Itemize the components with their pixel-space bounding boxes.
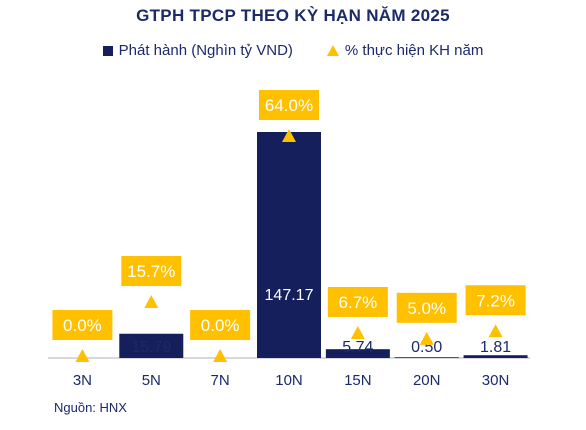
percent-label-box-5N <box>121 256 182 287</box>
bar-15N <box>325 349 390 358</box>
percent-marker-7N <box>213 349 228 362</box>
bar-5N <box>119 333 184 358</box>
percent-marker-3N <box>75 349 90 362</box>
percent-label-box-3N <box>52 310 113 340</box>
legend-item-percent: % thực hiện KH năm <box>326 42 484 59</box>
bar-value-label-20N: 0.50 <box>411 339 442 356</box>
bar-30N <box>463 355 528 358</box>
chart-legend: Phát hành (Nghìn tỷ VND) % thực hiện KH … <box>0 42 586 59</box>
x-tick-label-30N: 30N <box>482 372 510 389</box>
percent-label-30N: 7.2% <box>476 291 515 310</box>
percent-label-5N: 15.7% <box>127 262 175 281</box>
percent-label-box-15N <box>327 286 388 317</box>
bar-value-label-30N: 1.81 <box>480 339 511 356</box>
x-tick-label-5N: 5N <box>142 372 161 389</box>
legend-label-issuance: Phát hành (Nghìn tỷ VND) <box>118 42 293 59</box>
x-tick-label-20N: 20N <box>413 372 441 389</box>
source-note: Nguồn: HNX <box>54 400 127 415</box>
bar-20N <box>394 357 459 358</box>
percent-label-box-7N <box>190 310 251 340</box>
percent-marker-15N <box>350 325 365 339</box>
percent-marker-5N <box>144 295 159 309</box>
legend-item-issuance: Phát hành (Nghìn tỷ VND) <box>102 42 293 59</box>
x-tick-label-3N: 3N <box>73 372 92 389</box>
bar-value-label-10N: 147.17 <box>265 287 314 304</box>
percent-label-box-30N <box>465 285 526 316</box>
x-tick-label-7N: 7N <box>211 372 230 389</box>
percent-label-box-10N <box>259 90 319 120</box>
percent-label-box-20N <box>396 292 457 323</box>
x-tick-label-15N: 15N <box>344 372 372 389</box>
legend-label-percent: % thực hiện KH năm <box>344 42 484 59</box>
percent-label-20N: 5.0% <box>407 299 446 318</box>
bar-value-label-5N: 15.79 <box>131 339 171 356</box>
x-tick-label-10N: 10N <box>275 372 303 389</box>
legend-triangle-icon <box>326 45 339 56</box>
percent-label-10N: 64.0% <box>265 96 313 115</box>
bar-10N <box>257 132 321 358</box>
chart-title: GTPH TPCP THEO KỲ HẠN NĂM 2025 <box>136 6 450 25</box>
percent-marker-10N <box>282 129 296 142</box>
bar-value-label-15N: 5.74 <box>342 339 373 356</box>
percent-marker-20N <box>419 331 434 345</box>
legend-bar-swatch-icon <box>102 45 113 56</box>
percent-label-15N: 6.7% <box>338 293 377 312</box>
percent-marker-30N <box>488 324 503 338</box>
percent-label-3N: 0.0% <box>63 316 102 335</box>
percent-label-7N: 0.0% <box>201 316 240 335</box>
